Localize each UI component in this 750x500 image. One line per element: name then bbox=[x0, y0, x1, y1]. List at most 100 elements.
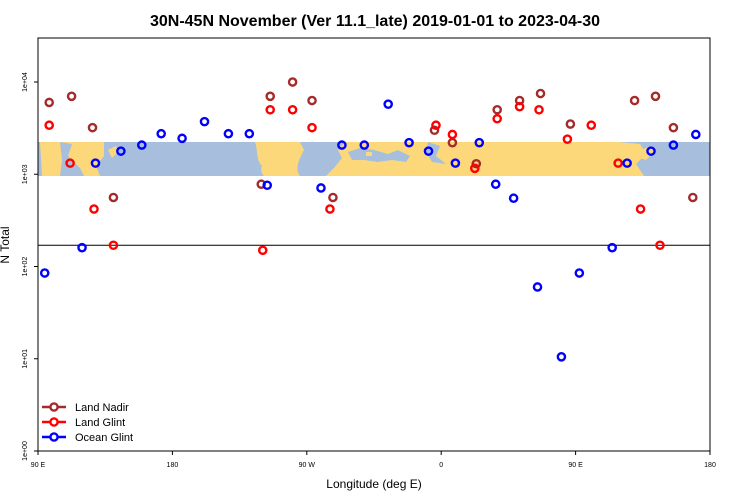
ocean-glint-point bbox=[383, 99, 393, 109]
ocean-glint-point bbox=[423, 146, 434, 156]
land-glint-point bbox=[447, 129, 458, 140]
land-glint-point bbox=[431, 120, 441, 131]
ocean-glint-point bbox=[90, 158, 101, 168]
ocean-glint-point bbox=[607, 242, 617, 253]
land-glint-point bbox=[469, 163, 480, 174]
map-ocean-region bbox=[38, 142, 42, 176]
land-nadir-point bbox=[287, 77, 298, 87]
x-tick-label: 180 bbox=[167, 462, 179, 469]
ocean-glint-point bbox=[691, 129, 701, 140]
land-glint-point bbox=[534, 104, 544, 115]
land-nadir-point bbox=[328, 192, 338, 203]
map-ocean-region bbox=[96, 142, 264, 176]
land-glint-point bbox=[265, 104, 276, 115]
land-glint-point bbox=[562, 134, 573, 144]
x-tick-label: 90 E bbox=[31, 462, 46, 469]
y-tick-label: 1e+00 bbox=[22, 441, 29, 461]
plot-area bbox=[37, 37, 711, 452]
y-axis-ticks: 1e+00 1e+01 1e+02 1e+03 1e+04 bbox=[22, 72, 38, 461]
land-glint-point bbox=[307, 122, 317, 133]
y-tick-label: 1e+02 bbox=[22, 257, 29, 277]
land-nadir-point bbox=[565, 119, 576, 129]
ocean-glint-point bbox=[156, 128, 166, 139]
ocean-glint-point bbox=[450, 158, 461, 168]
ocean-glint-point bbox=[39, 268, 50, 278]
legend-label: Ocean Glint bbox=[75, 432, 133, 444]
land-nadir-point bbox=[429, 125, 440, 136]
land-glint-point bbox=[325, 204, 335, 214]
land-glint-point bbox=[635, 204, 646, 214]
y-tick-label: 1e+03 bbox=[22, 164, 29, 184]
ocean-glint-point bbox=[474, 137, 485, 148]
land-glint-point bbox=[44, 120, 55, 131]
legend: Land Nadir Land Glint Ocean Glint bbox=[42, 402, 133, 444]
land-glint-point bbox=[65, 158, 75, 168]
land-glint-point bbox=[287, 104, 298, 115]
ocean-glint-point bbox=[262, 180, 273, 191]
land-nadir-point bbox=[688, 192, 698, 203]
land-glint-point bbox=[257, 245, 268, 256]
land-nadir-point bbox=[87, 122, 98, 133]
ocean-glint-point bbox=[316, 183, 326, 193]
land-nadir-point bbox=[108, 192, 119, 203]
land-glint-point bbox=[89, 204, 99, 214]
ocean-glint-point bbox=[404, 137, 414, 148]
x-tick-label: 180 bbox=[704, 462, 716, 469]
ocean-glint-point bbox=[508, 193, 519, 204]
map-ocean-region bbox=[348, 148, 410, 162]
ocean-glint-point bbox=[244, 128, 255, 139]
ocean-glint-point bbox=[556, 351, 567, 362]
y-tick-label: 1e+04 bbox=[22, 72, 29, 92]
land-nadir-point bbox=[307, 95, 317, 106]
legend-label: Land Nadir bbox=[75, 402, 129, 414]
x-tick-label: 90 E bbox=[568, 462, 583, 469]
ocean-glint-point bbox=[223, 128, 234, 139]
y-axis-label: N Total bbox=[0, 226, 12, 263]
ocean-glint-point bbox=[77, 242, 87, 253]
x-tick-label: 0 bbox=[439, 462, 443, 469]
legend-marker bbox=[49, 417, 59, 427]
ocean-glint-point bbox=[177, 133, 187, 144]
ocean-glint-point bbox=[532, 282, 543, 292]
world-map-band bbox=[38, 142, 710, 176]
land-nadir-point bbox=[265, 91, 276, 102]
x-axis-label: Longitude (deg E) bbox=[326, 477, 421, 491]
x-tick-label: 90 W bbox=[299, 462, 316, 469]
ocean-glint-point bbox=[622, 158, 632, 168]
ocean-glint-point bbox=[337, 140, 347, 150]
land-nadir-point bbox=[44, 97, 55, 108]
land-nadir-point bbox=[668, 122, 679, 133]
map-island bbox=[108, 146, 118, 158]
chart-title: 30N-45N November (Ver 11.1_late) 2019-01… bbox=[150, 13, 600, 30]
y-tick-label: 1e+01 bbox=[22, 349, 29, 369]
data-points bbox=[39, 77, 701, 362]
ocean-glint-point bbox=[199, 116, 210, 127]
map-island bbox=[366, 152, 372, 156]
ocean-glint-point bbox=[136, 140, 147, 150]
land-nadir-point bbox=[492, 104, 503, 115]
legend-marker bbox=[49, 402, 59, 412]
land-nadir-point bbox=[66, 91, 77, 102]
ocean-glint-point bbox=[646, 146, 656, 156]
ocean-glint-point bbox=[574, 268, 585, 278]
land-glint-point bbox=[586, 120, 597, 131]
map-ocean-region bbox=[618, 142, 710, 176]
x-axis-ticks: 90 E 180 90 W 0 90 E 180 bbox=[31, 451, 716, 469]
legend-marker bbox=[49, 432, 59, 442]
ocean-glint-point bbox=[359, 140, 370, 150]
land-nadir-point bbox=[471, 158, 482, 169]
land-glint-point bbox=[613, 158, 623, 168]
map-ocean-region bbox=[297, 142, 345, 176]
legend-label: Land Glint bbox=[75, 417, 125, 429]
ocean-glint-point bbox=[116, 146, 126, 156]
land-glint-point bbox=[655, 240, 665, 251]
land-nadir-point bbox=[535, 88, 546, 99]
land-nadir-point bbox=[629, 95, 640, 106]
land-nadir-point bbox=[650, 91, 661, 102]
ocean-glint-point bbox=[668, 140, 679, 150]
land-glint-point bbox=[492, 113, 503, 124]
map-ocean-region bbox=[60, 142, 84, 176]
ocean-glint-point bbox=[490, 179, 501, 190]
land-glint-point bbox=[108, 240, 119, 251]
